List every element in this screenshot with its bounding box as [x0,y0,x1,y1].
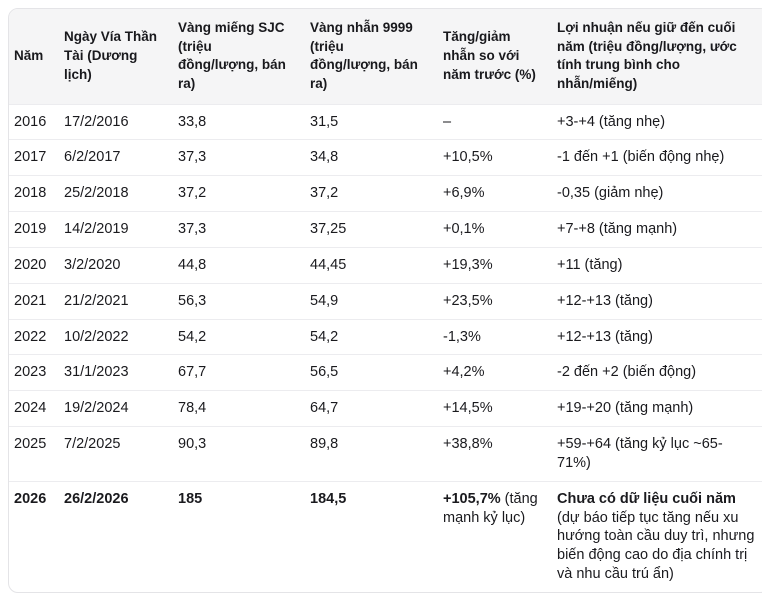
table-row-2025: 2025 7/2/2025 90,3 89,8 +38,8% +59-+64 (… [9,426,762,482]
ring-price-cell: 184,5 [305,480,438,592]
sjc-price-cell: 54,2 [173,318,305,355]
sjc-price-cell: 37,2 [173,175,305,212]
sjc-price-cell: 44,8 [173,246,305,284]
sjc-price-cell: 78,4 [173,390,305,427]
table-row-2018: 2018 25/2/2018 37,2 37,2 +6,9% -0,35 (gi… [9,175,762,212]
table-row-2016: 2016 17/2/2016 33,8 31,5 – +3-+4 (tăng n… [9,103,762,140]
header-year: Năm [9,9,59,104]
date-cell: 7/2/2025 [59,426,173,482]
year-cell: 2021 [9,282,59,320]
year-cell: 2025 [9,426,59,482]
header-row: Năm Ngày Vía Thần Tài (Dương lịch) Vàng … [9,9,762,104]
ring-price-cell: 64,7 [305,390,438,427]
table-row-2024: 2024 19/2/2024 78,4 64,7 +14,5% +19-+20 … [9,390,762,427]
year-cell: 2018 [9,175,59,212]
year-cell: 2019 [9,211,59,248]
gold-price-table: Năm Ngày Vía Thần Tài (Dương lịch) Vàng … [9,9,762,592]
date-cell: 3/2/2020 [59,246,173,284]
profit-cell: +12-+13 (tăng) [552,282,762,320]
change-cell: +14,5% [438,390,552,427]
ring-price-cell: 54,9 [305,282,438,320]
header-year-end-profit: Lợi nhuận nếu giữ đến cuối năm (triệu đồ… [552,9,762,104]
year-cell: 2024 [9,390,59,427]
profit-cell: +7-+8 (tăng mạnh) [552,211,762,248]
change-cell: – [438,103,552,140]
profit-cell: -1 đến +1 (biến động nhẹ) [552,139,762,176]
sjc-price-cell: 67,7 [173,354,305,391]
sjc-price-cell: 185 [173,480,305,592]
change-cell: -1,3% [438,318,552,355]
date-cell: 6/2/2017 [59,139,173,176]
gold-price-history-table-card: Năm Ngày Vía Thần Tài (Dương lịch) Vàng … [8,8,762,593]
sjc-price-cell: 37,3 [173,139,305,176]
header-date: Ngày Vía Thần Tài (Dương lịch) [59,9,173,104]
year-cell: 2020 [9,246,59,284]
change-note: (tăng mạnh kỷ lục) [443,490,538,526]
ring-price-cell: 34,8 [305,139,438,176]
date-cell: 17/2/2016 [59,103,173,140]
date-cell: 21/2/2021 [59,282,173,320]
year-cell: 2017 [9,139,59,176]
ring-price-cell: 31,5 [305,103,438,140]
change-cell: +6,9% [438,175,552,212]
table-row-2021: 2021 21/2/2021 56,3 54,9 +23,5% +12-+13 … [9,282,762,320]
ring-price-cell: 89,8 [305,426,438,482]
date-cell: 25/2/2018 [59,175,173,212]
year-cell: 2022 [9,318,59,355]
change-cell: +10,5% [438,139,552,176]
year-cell: 2026 [9,480,59,592]
sjc-price-cell: 33,8 [173,103,305,140]
year-cell: 2016 [9,103,59,140]
header-yoy-change: Tăng/giảm nhẫn so với năm trước (%) [438,9,552,104]
date-cell: 14/2/2019 [59,211,173,248]
table-row-2019: 2019 14/2/2019 37,3 37,25 +0,1% +7-+8 (t… [9,211,762,248]
header-sjc-bar-price: Vàng miếng SJC (triệu đồng/lượng, bán ra… [173,9,305,104]
date-cell: 19/2/2024 [59,390,173,427]
table-row-2020: 2020 3/2/2020 44,8 44,45 +19,3% +11 (tăn… [9,246,762,284]
date-cell: 31/1/2023 [59,354,173,391]
profit-cell: +19-+20 (tăng mạnh) [552,390,762,427]
sjc-price-cell: 56,3 [173,282,305,320]
profit-cell: -2 đến +2 (biến động) [552,354,762,391]
ring-price-cell: 37,25 [305,211,438,248]
ring-price-cell: 56,5 [305,354,438,391]
change-cell: +0,1% [438,211,552,248]
table-row-2017: 2017 6/2/2017 37,3 34,8 +10,5% -1 đến +1… [9,139,762,176]
change-cell: +23,5% [438,282,552,320]
date-cell: 10/2/2022 [59,318,173,355]
table-row-2023: 2023 31/1/2023 67,7 56,5 +4,2% -2 đến +2… [9,354,762,391]
date-cell: 26/2/2026 [59,480,173,592]
sjc-price-cell: 37,3 [173,211,305,248]
profit-cell: +59-+64 (tăng kỷ lục ~65-71%) [552,426,762,482]
ring-price-cell: 37,2 [305,175,438,212]
change-cell: +4,2% [438,354,552,391]
profit-cell: Chưa có dữ liệu cuối năm (dự báo tiếp tụ… [552,480,762,592]
profit-cell: +3-+4 (tăng nhẹ) [552,103,762,140]
table-row-2022: 2022 10/2/2022 54,2 54,2 -1,3% +12-+13 (… [9,318,762,355]
ring-price-cell: 54,2 [305,318,438,355]
ring-price-cell: 44,45 [305,246,438,284]
profit-status-bold: Chưa có dữ liệu cuối năm [557,490,736,507]
change-cell: +105,7% (tăng mạnh kỷ lục) [438,480,552,592]
year-cell: 2023 [9,354,59,391]
table-row-2026: 2026 26/2/2026 185 184,5 +105,7% (tăng m… [9,480,762,592]
table-body: 2016 17/2/2016 33,8 31,5 – +3-+4 (tăng n… [9,103,762,592]
table-header: Năm Ngày Vía Thần Tài (Dương lịch) Vàng … [9,9,762,104]
sjc-price-cell: 90,3 [173,426,305,482]
header-ring-9999-price: Vàng nhẫn 9999 (triệu đồng/lượng, bán ra… [305,9,438,104]
profit-cell: +11 (tăng) [552,246,762,284]
change-cell: +38,8% [438,426,552,482]
profit-cell: -0,35 (giảm nhẹ) [552,175,762,212]
profit-forecast-note: (dự báo tiếp tục tăng nếu xu hướng toàn … [557,509,755,583]
profit-cell: +12-+13 (tăng) [552,318,762,355]
change-cell: +19,3% [438,246,552,284]
change-value-bold: +105,7% [443,490,501,507]
